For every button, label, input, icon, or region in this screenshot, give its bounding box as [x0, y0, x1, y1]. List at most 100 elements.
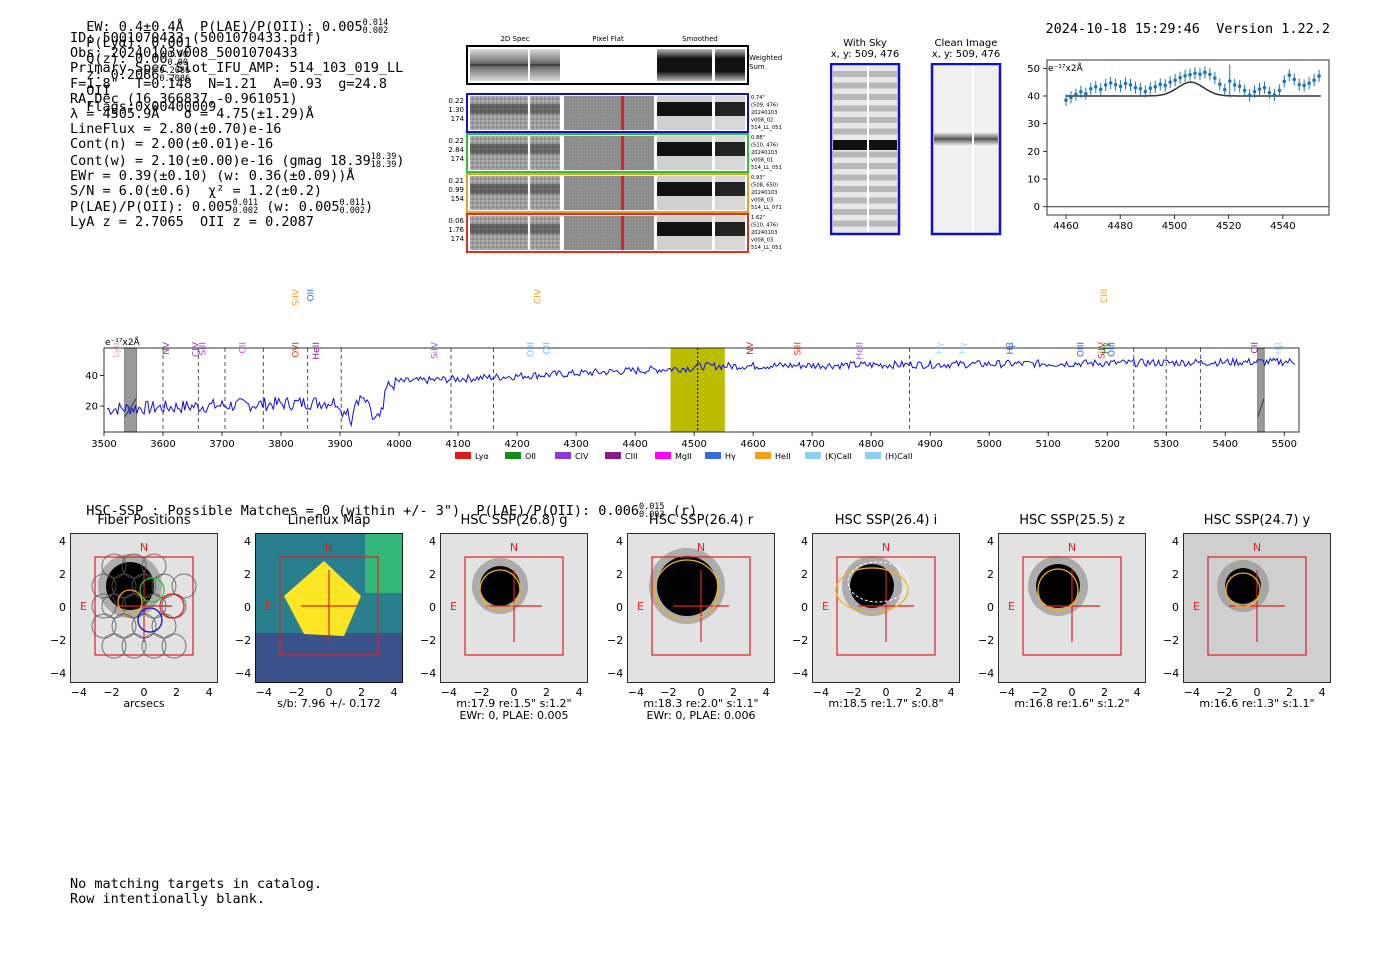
panel-ytick: 4 [429, 535, 436, 548]
header-z-sup: 0.2086 [159, 66, 191, 76]
spectrum-xtick-label: 4100 [445, 439, 470, 450]
cutout-right-value: 1.62" [751, 215, 765, 221]
panel-frame [1183, 533, 1331, 683]
zoom-datapoint [1168, 80, 1172, 84]
spectrum-legend-swatch [605, 452, 621, 459]
east-marker: E [822, 600, 829, 613]
cutout-left-value: 154 [451, 195, 465, 203]
spectrum-emission-label: OIII [1107, 342, 1117, 357]
panel-xtick: 0 [140, 686, 148, 699]
spectrum-legend-swatch [755, 452, 771, 459]
cutout-left-value: 174 [451, 235, 465, 243]
hsc-panel-title: HSC SSP(26.4) i [834, 513, 938, 528]
cutout-right-value: v008_03 [751, 198, 773, 204]
spectrum-chart: e⁻¹⁷x2Å 3500 3600 3700 3800 3900 4000 4100 4200… [85, 288, 1300, 461]
hsc-panel-title: HSC SSP(26.4) r [648, 513, 754, 528]
cutout-flat-redline [621, 216, 624, 250]
panel-xtick: −4 [998, 686, 1015, 699]
info-lambda: λ = 4505.9Å σ = 4.75(±1.29)Å [70, 106, 314, 123]
zoom-datapoint [1267, 90, 1272, 95]
spectrum-emission-label: OII [543, 342, 553, 354]
cutout-2dspec-trace-b [530, 184, 560, 194]
cutout-smooth-band-a [657, 102, 712, 116]
header-qz-sup: 0.00 [167, 50, 189, 60]
panel-ytick: −4 [1163, 667, 1180, 680]
zoom-datapoint [1088, 86, 1093, 91]
with-sky-xy: x, y: 509, 476 [830, 49, 900, 60]
spectrum-xtick-label: 3700 [209, 439, 234, 450]
zoom-datapoint [1193, 71, 1197, 76]
galaxy-ellipse [479, 569, 521, 611]
spectrum-xtick-label: 4000 [386, 439, 411, 450]
header-qz: Q(z): 0.00 [86, 51, 168, 67]
panel-xtick: −2 [288, 686, 305, 699]
cutout-smooth-band-b [715, 102, 745, 116]
spectrum-emission-label: Hγ [1101, 341, 1111, 354]
zoom-datapoint [1074, 92, 1078, 97]
panel-xtick: 4 [1318, 686, 1326, 699]
panel-ytick: 0 [1172, 601, 1179, 614]
panel-xtick: −4 [1183, 686, 1200, 699]
spectrum-xtick-label: 5000 [976, 439, 1001, 450]
cutout-panel: 2D Spec Pixel Flat Smoothed Weighted Sum… [448, 35, 782, 253]
zoom-datapoint [1297, 82, 1302, 87]
cutout-smooth-band-a [657, 182, 712, 196]
zoom-datapoint [1138, 86, 1143, 91]
zoom-ytick-label: 20 [1027, 147, 1040, 158]
hsc-panel-caption: s/b: 7.96 +/- 0.172 [277, 697, 381, 710]
hsc-panel-caption-2: EWr: 0, PLAE: 0.006 [646, 709, 756, 722]
panel-ytick: 0 [987, 601, 994, 614]
lineflux-peak [284, 561, 361, 636]
clean-image-xy: x, y: 509, 476 [931, 49, 1001, 60]
info-params: F=1.8" T=0.148 N=1.21 A=0.93 g=24.8 [70, 75, 387, 92]
hsc-title: HSC-SSP : Possible Matches = 0 (within +… [70, 487, 697, 520]
panel-ytick: 4 [1172, 535, 1179, 548]
fiber-highlight-blue [137, 607, 163, 633]
sky-stripe [833, 151, 897, 158]
zoom-datapoint [1173, 78, 1177, 83]
spectrum-flux-line [106, 356, 1296, 428]
zoom-ytick-label: 30 [1027, 119, 1040, 130]
zoom-datapoint [1123, 81, 1128, 86]
spectrum-legend-label: MgII [675, 452, 692, 461]
clean-image-trace [934, 133, 998, 145]
cutout-right-value: 20240103 [751, 150, 777, 156]
panel-xtick: 0 [882, 686, 890, 699]
fiber-circle [131, 613, 157, 639]
fiber-circle [151, 573, 177, 599]
spectrum-emission-label: SiII [199, 342, 209, 356]
hsc-panel-title: Lineflux Map [287, 513, 371, 528]
panel-xtick: 4 [390, 686, 398, 699]
info-plae-sup: 0.011 [232, 198, 259, 209]
spectrum-emission-label: HeII [312, 342, 322, 360]
zoom-datapoint [1307, 81, 1311, 86]
panel-ytick: −4 [978, 667, 995, 680]
spectrum-emission-label: OVI [292, 342, 302, 358]
spectrum-xtick-label: 3900 [327, 439, 352, 450]
hsc-title-text: HSC-SSP : Possible Matches = 0 (within +… [86, 503, 639, 519]
cutout-right-value: 514_LL_051 [751, 245, 782, 251]
spectrum-ytick-label: 40 [85, 371, 98, 382]
north-marker: N [140, 541, 148, 554]
zoom-datapoint [1183, 73, 1187, 78]
sky-stripe [833, 186, 897, 192]
panel-ytick: −2 [978, 634, 995, 647]
spectrum-xtick-label: 4500 [681, 439, 706, 450]
info-id: ID: 5001070433 (5001070433.pdf) [70, 30, 322, 46]
panel-ytick: −2 [792, 634, 809, 647]
spectrum-legend-label: HeII [775, 452, 791, 461]
panel-ytick: −4 [420, 667, 437, 680]
zoom-xtick-label: 4540 [1270, 221, 1295, 232]
zoom-datapoint [1153, 85, 1158, 89]
cutout-flat-redline [621, 176, 624, 210]
zoom-datapoint [1222, 87, 1227, 92]
info-contw-sup: 18.39 [370, 151, 397, 162]
panel-frame [627, 533, 775, 683]
spectrum-legend-swatch [805, 452, 821, 459]
header-z: z: 0.2086 [86, 67, 160, 83]
spectrum-emission-label: Hγ [935, 341, 945, 354]
info-radec: RA,Dec (16.366837,-0.961051) [70, 90, 298, 107]
spectrum-xtick-label: 5400 [1213, 439, 1238, 450]
zoom-datapoint [1242, 88, 1247, 93]
zoom-datapoint [1064, 98, 1068, 102]
